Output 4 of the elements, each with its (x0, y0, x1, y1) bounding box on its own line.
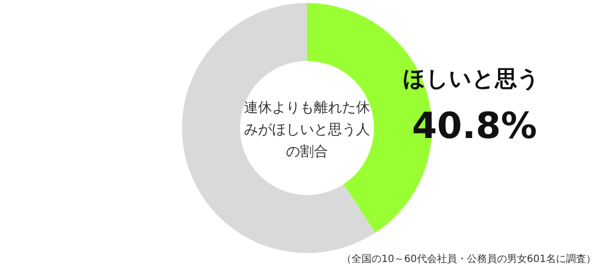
text: （全国の10～60代会社員・公務員の男女601名に調査） (341, 253, 596, 265)
text: 連休よりも離れた休みがほしいと思う人の割合 (244, 100, 370, 160)
donut-slice (182, 3, 376, 253)
slice-label: ほしいと思う (403, 67, 540, 92)
